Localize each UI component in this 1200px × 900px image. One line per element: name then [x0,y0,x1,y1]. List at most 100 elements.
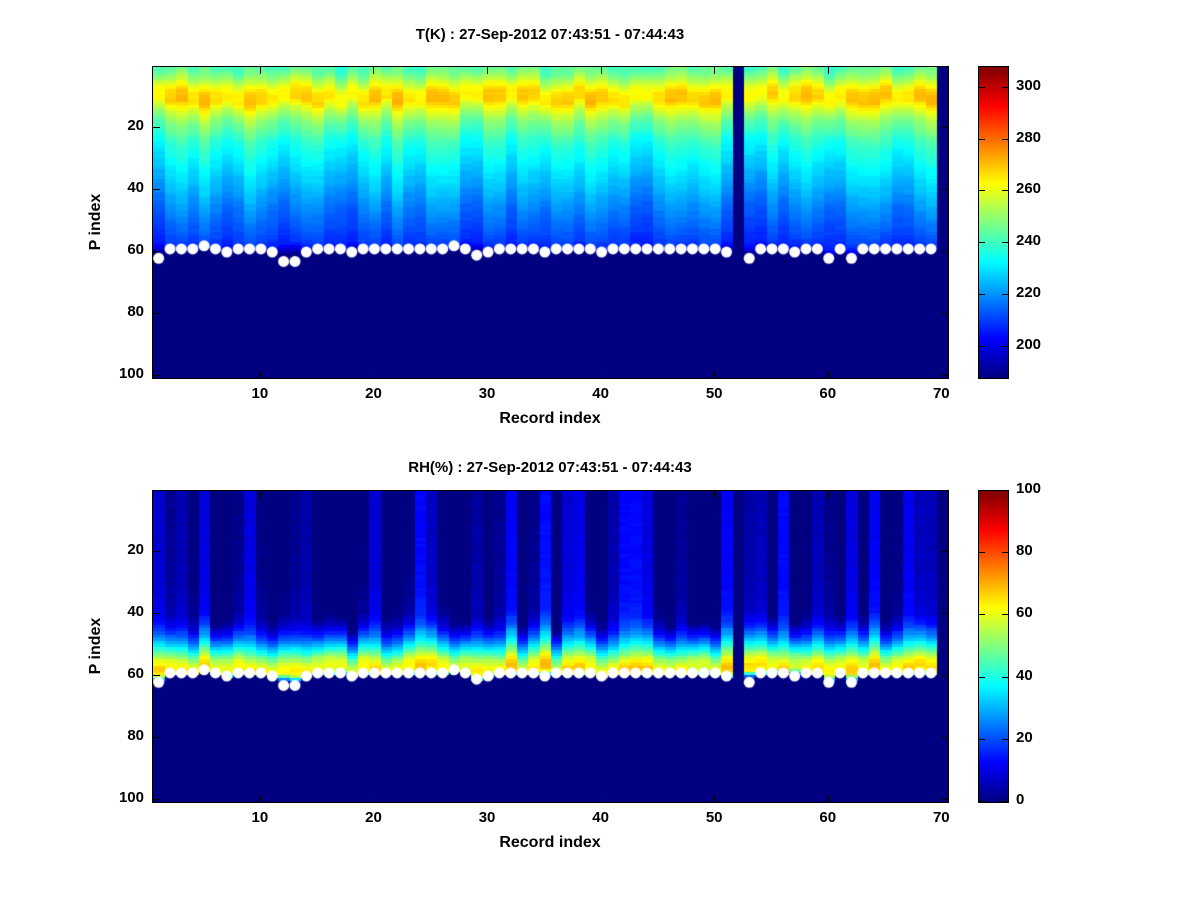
x-tick-mark-top [714,67,716,74]
humidity-heatmap-canvas [153,491,948,802]
x-tick-mark [827,795,829,802]
x-tick-label: 70 [932,809,950,826]
x-tick-label: 40 [592,809,609,826]
y-tick-mark [153,550,160,552]
x-tick-mark-top [827,67,829,74]
humidity-colorbar[interactable] [978,490,1009,803]
colorbar-tick-label: 200 [1016,335,1042,353]
y-tick-mark-right [941,188,948,190]
y-tick-mark-right [941,251,948,253]
colorbar-tick-label: 240 [1016,232,1042,250]
colorbar-tick-label: 220 [1016,284,1042,302]
y-tick-mark [153,675,160,677]
x-tick-mark-top [600,67,602,74]
x-tick-label: 60 [819,809,837,826]
temperature-x-axis-label: Record index [499,410,601,427]
x-tick-mark-top [827,491,829,498]
x-tick-mark-top [941,67,943,74]
colorbar-tick-label: 40 [1016,666,1033,684]
y-tick-label: 40 [127,178,144,196]
y-tick-label: 80 [127,727,144,745]
colorbar-tick-label: 100 [1016,480,1042,497]
x-tick-mark-top [600,491,602,498]
y-tick-mark [153,799,160,801]
y-tick-label: 40 [127,602,144,620]
x-tick-label: 60 [819,385,837,402]
y-tick-mark-right [941,375,948,377]
x-tick-mark [941,795,943,802]
colorbar-tick-mark [979,552,985,554]
x-tick-label: 50 [705,809,723,826]
colorbar-tick-label: 280 [1016,128,1042,146]
x-tick-mark [373,371,375,378]
x-tick-mark-top [941,491,943,498]
x-tick-mark [600,371,602,378]
x-tick-mark [714,795,716,802]
x-tick-label: 70 [932,385,950,402]
y-tick-label: 60 [127,241,144,259]
y-tick-mark [153,251,160,253]
x-tick-label: 30 [478,385,496,402]
colorbar-tick-label: 80 [1016,542,1033,560]
y-tick-mark [153,188,160,190]
x-tick-label: 20 [365,809,382,826]
colorbar-tick-mark-right [1002,801,1008,802]
temperature-heatmap-canvas [153,67,948,378]
x-tick-mark [714,371,716,378]
x-tick-mark-top [373,67,375,74]
y-tick-mark [153,612,160,614]
y-tick-label: 60 [127,665,144,683]
y-tick-label: 100 [118,365,144,383]
y-tick-mark-right [941,313,948,315]
colorbar-tick-label: 60 [1016,604,1033,622]
temperature-colorbar[interactable] [978,66,1009,379]
x-tick-label: 50 [705,385,723,402]
x-tick-mark-top [373,491,375,498]
y-tick-label: 80 [127,303,144,321]
x-tick-mark [259,371,261,378]
x-tick-mark [373,795,375,802]
colorbar-tick-mark [979,138,985,140]
x-tick-mark [941,371,943,378]
colorbar-tick-mark-right [1002,552,1008,554]
y-tick-mark-right [941,612,948,614]
x-tick-mark-top [487,67,489,74]
x-tick-mark [259,795,261,802]
colorbar-tick-label: 300 [1016,76,1042,94]
colorbar-tick-mark [979,614,985,616]
colorbar-tick-mark-right [1002,738,1008,740]
colorbar-tick-mark-right [1002,86,1008,88]
y-tick-mark-right [941,737,948,739]
colorbar-tick-mark [979,490,985,491]
temperature-axes[interactable] [152,66,949,379]
y-tick-mark-right [941,550,948,552]
colorbar-tick-mark [979,294,985,296]
x-tick-label: 30 [478,809,496,826]
colorbar-tick-mark-right [1002,294,1008,296]
temperature-plot-title: T(K) : 27-Sep-2012 07:43:51 - 07:44:43 [415,26,685,43]
colorbar-tick-mark [979,86,985,88]
humidity-axes[interactable] [152,490,949,803]
y-tick-mark [153,126,160,128]
colorbar-tick-label: 0 [1016,791,1025,808]
x-tick-mark [600,795,602,802]
y-tick-label: 20 [127,540,144,558]
y-tick-mark [153,737,160,739]
colorbar-tick-mark [979,242,985,244]
y-tick-mark-right [941,126,948,128]
x-tick-mark-top [259,491,261,498]
colorbar-tick-mark [979,738,985,740]
y-tick-mark [153,375,160,377]
colorbar-tick-mark [979,676,985,678]
colorbar-tick-mark-right [1002,190,1008,192]
colorbar-tick-label: 20 [1016,728,1033,746]
x-tick-label: 10 [251,385,269,402]
colorbar-tick-mark-right [1002,676,1008,678]
humidity-colorbar-canvas [979,491,1008,802]
temperature-colorbar-canvas [979,67,1008,378]
x-tick-label: 10 [251,809,269,826]
y-tick-label: 100 [118,789,144,807]
colorbar-tick-mark-right [1002,490,1008,491]
y-tick-label: 20 [127,116,144,134]
